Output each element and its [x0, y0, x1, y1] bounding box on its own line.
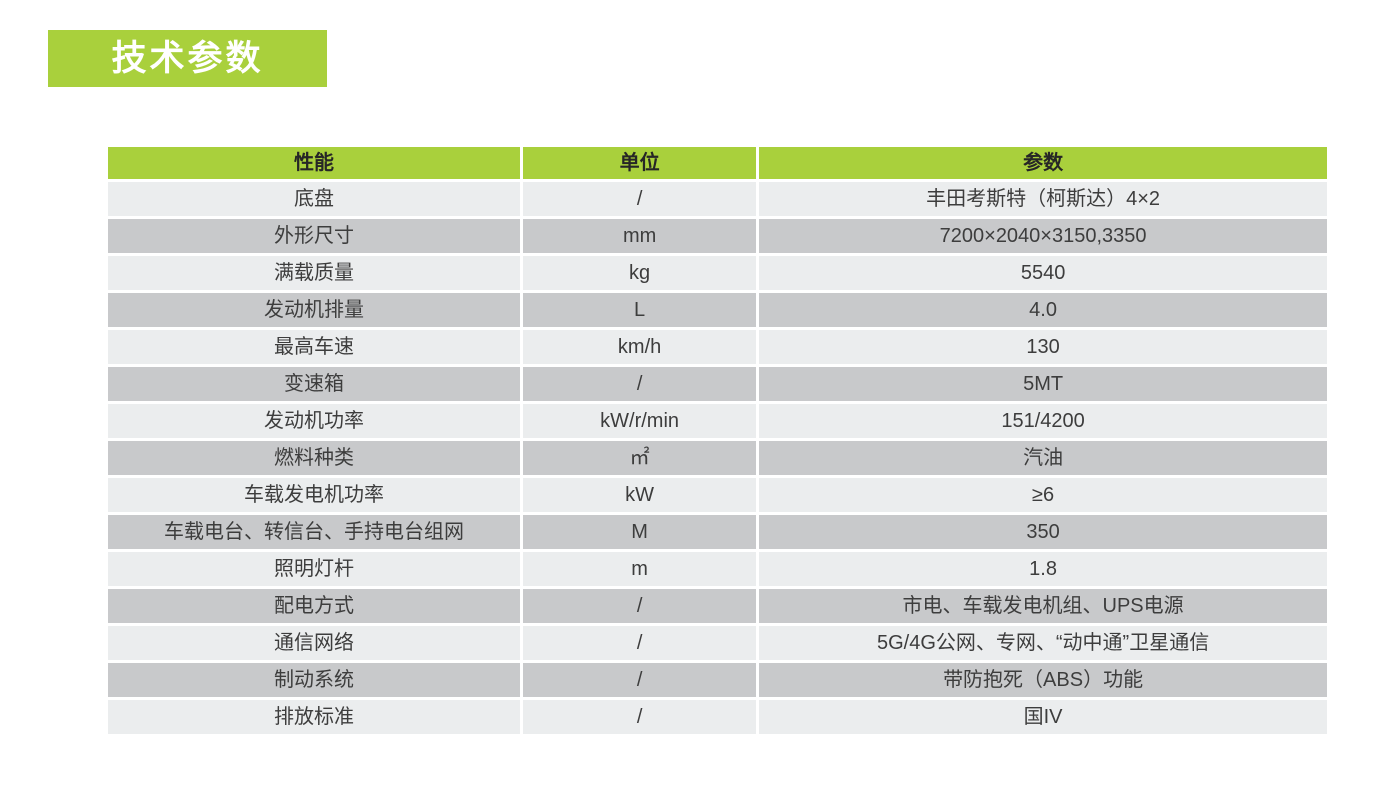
table-row: 变速箱 / 5MT	[108, 367, 1327, 401]
table-row: 车载发电机功率 kW ≥6	[108, 478, 1327, 512]
cell-value: 丰田考斯特（柯斯达）4×2	[759, 182, 1327, 216]
cell-unit: kW/r/min	[523, 404, 757, 438]
table-row: 燃料种类 ㎡ 汽油	[108, 441, 1327, 475]
cell-name: 车载电台、转信台、手持电台组网	[108, 515, 521, 549]
header-unit: 单位	[523, 147, 757, 179]
table-row: 排放标准 / 国IV	[108, 700, 1327, 734]
cell-name: 发动机排量	[108, 293, 521, 327]
cell-unit: /	[523, 626, 757, 660]
table-row: 底盘 / 丰田考斯特（柯斯达）4×2	[108, 182, 1327, 216]
cell-name: 发动机功率	[108, 404, 521, 438]
header-performance: 性能	[108, 147, 521, 179]
cell-unit: M	[523, 515, 757, 549]
cell-name: 燃料种类	[108, 441, 521, 475]
table-row: 通信网络 / 5G/4G公网、专网、“动中通”卫星通信	[108, 626, 1327, 660]
table-row: 配电方式 / 市电、车载发电机组、UPS电源	[108, 589, 1327, 623]
spec-table: 性能 单位 参数 底盘 / 丰田考斯特（柯斯达）4×2 外形尺寸 mm 7200…	[105, 144, 1330, 737]
cell-value: 国IV	[759, 700, 1327, 734]
cell-value: 350	[759, 515, 1327, 549]
cell-unit: /	[523, 182, 757, 216]
cell-unit: L	[523, 293, 757, 327]
cell-unit: /	[523, 700, 757, 734]
cell-name: 制动系统	[108, 663, 521, 697]
section-title-badge: 技术参数	[48, 30, 327, 87]
cell-name: 车载发电机功率	[108, 478, 521, 512]
table-header: 性能 单位 参数	[108, 147, 1327, 179]
cell-name: 外形尺寸	[108, 219, 521, 253]
cell-name: 变速箱	[108, 367, 521, 401]
cell-value: 5MT	[759, 367, 1327, 401]
section-title: 技术参数	[111, 39, 264, 78]
cell-unit: /	[523, 589, 757, 623]
cell-value: 151/4200	[759, 404, 1327, 438]
cell-value: 市电、车载发电机组、UPS电源	[759, 589, 1327, 623]
table-body: 底盘 / 丰田考斯特（柯斯达）4×2 外形尺寸 mm 7200×2040×315…	[108, 182, 1327, 734]
table-row: 照明灯杆 m 1.8	[108, 552, 1327, 586]
cell-name: 底盘	[108, 182, 521, 216]
cell-unit: kg	[523, 256, 757, 290]
cell-value: 带防抱死（ABS）功能	[759, 663, 1327, 697]
table-row: 外形尺寸 mm 7200×2040×3150,3350	[108, 219, 1327, 253]
table-row: 满载质量 kg 5540	[108, 256, 1327, 290]
cell-value: 5G/4G公网、专网、“动中通”卫星通信	[759, 626, 1327, 660]
cell-value: 7200×2040×3150,3350	[759, 219, 1327, 253]
table-row: 制动系统 / 带防抱死（ABS）功能	[108, 663, 1327, 697]
table-header-row: 性能 单位 参数	[108, 147, 1327, 179]
table-row: 最高车速 km/h 130	[108, 330, 1327, 364]
cell-name: 配电方式	[108, 589, 521, 623]
cell-unit: /	[523, 367, 757, 401]
cell-name: 最高车速	[108, 330, 521, 364]
cell-unit: m	[523, 552, 757, 586]
table-row: 车载电台、转信台、手持电台组网 M 350	[108, 515, 1327, 549]
cell-unit: km/h	[523, 330, 757, 364]
cell-value: ≥6	[759, 478, 1327, 512]
cell-value: 汽油	[759, 441, 1327, 475]
header-parameter: 参数	[759, 147, 1327, 179]
cell-value: 130	[759, 330, 1327, 364]
cell-value: 4.0	[759, 293, 1327, 327]
cell-value: 1.8	[759, 552, 1327, 586]
cell-unit: mm	[523, 219, 757, 253]
cell-unit: kW	[523, 478, 757, 512]
cell-name: 满载质量	[108, 256, 521, 290]
cell-unit: /	[523, 663, 757, 697]
cell-unit: ㎡	[523, 441, 757, 475]
cell-name: 排放标准	[108, 700, 521, 734]
cell-value: 5540	[759, 256, 1327, 290]
cell-name: 通信网络	[108, 626, 521, 660]
cell-name: 照明灯杆	[108, 552, 521, 586]
table-row: 发动机功率 kW/r/min 151/4200	[108, 404, 1327, 438]
table-row: 发动机排量 L 4.0	[108, 293, 1327, 327]
